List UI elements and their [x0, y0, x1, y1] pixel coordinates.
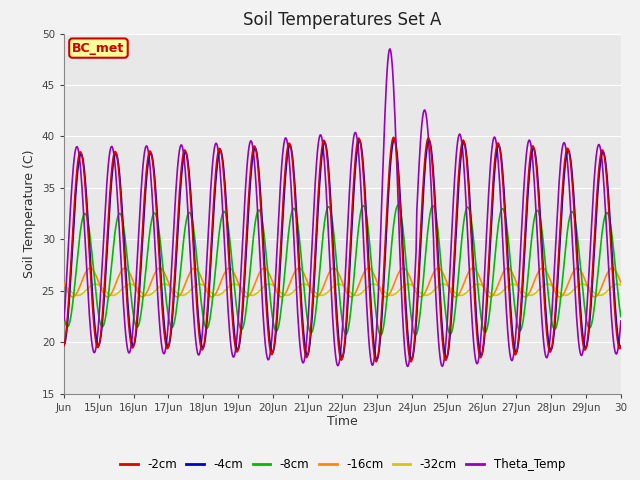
Text: BC_met: BC_met	[72, 42, 125, 55]
Title: Soil Temperatures Set A: Soil Temperatures Set A	[243, 11, 442, 29]
Legend: -2cm, -4cm, -8cm, -16cm, -32cm, Theta_Temp: -2cm, -4cm, -8cm, -16cm, -32cm, Theta_Te…	[115, 454, 570, 476]
Y-axis label: Soil Temperature (C): Soil Temperature (C)	[23, 149, 36, 278]
X-axis label: Time: Time	[327, 415, 358, 429]
